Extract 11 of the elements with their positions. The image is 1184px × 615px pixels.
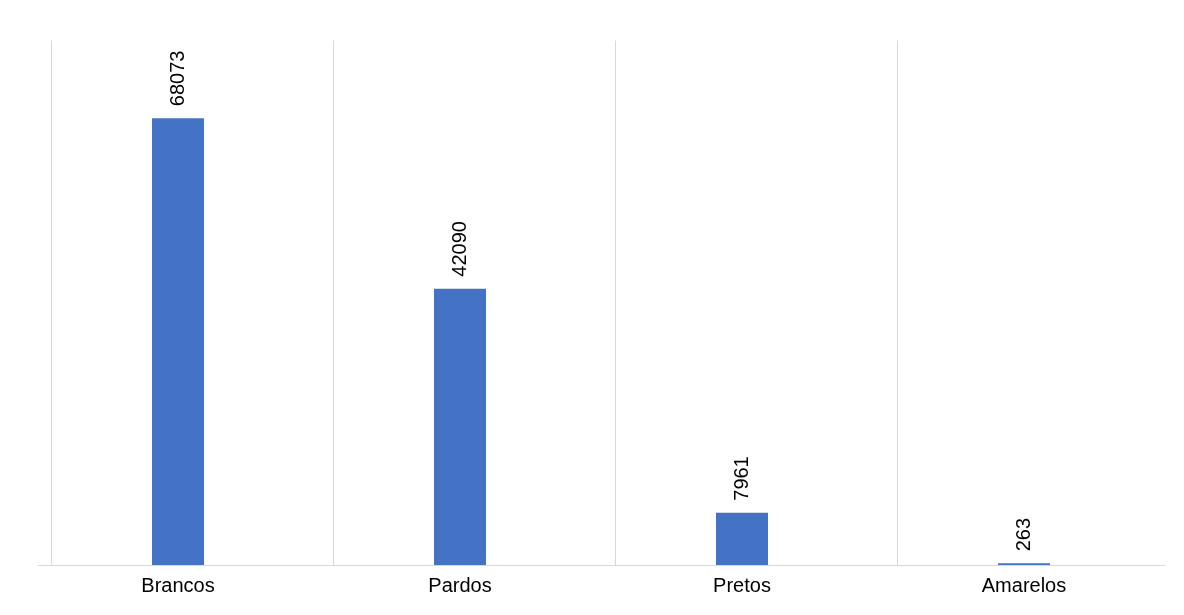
x-tick-label: Pretos <box>713 573 771 596</box>
data-label: 68073 <box>166 50 188 107</box>
x-tick-label: Brancos <box>141 573 215 596</box>
data-label: 42090 <box>448 221 470 277</box>
bar <box>716 512 768 565</box>
x-tick-label: Amarelos <box>981 573 1067 596</box>
x-tick-label: Pardos <box>428 573 492 596</box>
data-label: 7961 <box>730 456 752 501</box>
bar <box>152 118 204 565</box>
bar <box>434 288 486 565</box>
data-label: 263 <box>1012 517 1034 552</box>
